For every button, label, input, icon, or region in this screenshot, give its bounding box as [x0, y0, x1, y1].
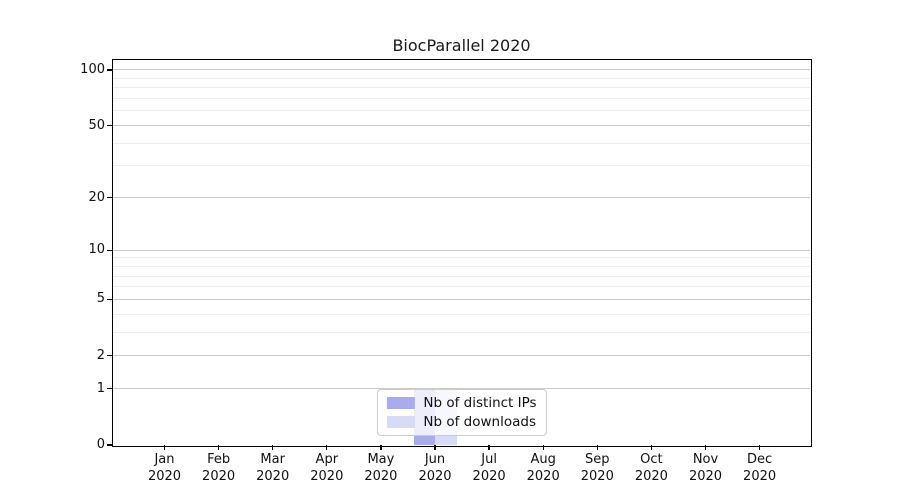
x-axis-tick	[596, 445, 598, 450]
gridline-major	[113, 125, 810, 126]
gridline-minor	[113, 142, 810, 144]
x-tick-month: Sep	[585, 452, 610, 467]
gridline-major	[113, 69, 810, 71]
x-tick-label: Feb 2020	[192, 451, 246, 485]
gridline-minor	[113, 313, 810, 315]
x-tick-label: Oct 2020	[624, 451, 678, 485]
x-tick-year: 2020	[743, 469, 777, 484]
x-tick-month: Aug	[530, 452, 556, 467]
x-tick-year: 2020	[526, 469, 560, 484]
y-tick-label: 10	[88, 242, 105, 258]
y-axis-tick	[106, 355, 112, 357]
x-axis-tick	[217, 445, 220, 450]
gridline-minor	[113, 265, 810, 267]
y-tick-label: 1	[96, 380, 105, 396]
y-tick-label: 20	[88, 189, 105, 205]
legend-entry-downloads: Nb of downloads	[386, 414, 536, 430]
x-axis-tick	[380, 445, 382, 450]
x-axis-tick	[488, 445, 490, 450]
x-tick-month: Mar	[260, 452, 285, 467]
x-tick-year: 2020	[634, 469, 668, 484]
y-tick-label: 0	[96, 437, 105, 452]
legend-entry-distinct-ips: Nb of distinct IPs	[386, 395, 537, 411]
x-axis-tick	[542, 445, 544, 450]
x-tick-year: 2020	[364, 469, 398, 484]
legend-swatch-distinct-ips	[386, 397, 415, 409]
gridline-minor	[113, 98, 810, 100]
gridline-minor	[113, 286, 810, 288]
x-tick-year: 2020	[580, 469, 614, 484]
y-tick-label: 2	[96, 347, 105, 363]
gridline-minor	[113, 257, 810, 259]
y-axis-tick	[106, 444, 112, 446]
x-axis-tick	[163, 445, 166, 450]
y-axis-tick	[106, 249, 112, 251]
x-axis-tick	[326, 445, 328, 450]
gridline-minor	[113, 331, 810, 333]
x-tick-year: 2020	[202, 469, 236, 484]
x-tick-label: Jul 2020	[462, 451, 516, 485]
x-axis-tick	[704, 445, 707, 450]
x-tick-year: 2020	[310, 469, 344, 484]
legend-label-distinct-ips: Nb of distinct IPs	[423, 395, 537, 411]
x-tick-label: Jun 2020	[408, 451, 462, 485]
x-tick-month: Apr	[315, 452, 339, 467]
x-tick-month: Feb	[207, 452, 231, 467]
gridline-major	[113, 388, 810, 390]
legend-swatch-downloads	[386, 416, 415, 428]
x-tick-label: Aug 2020	[516, 451, 570, 485]
gridline-minor	[113, 87, 810, 89]
x-tick-label: Sep 2020	[570, 451, 624, 485]
x-tick-label: Apr 2020	[300, 451, 354, 485]
y-axis-tick	[106, 124, 112, 127]
gridline-major	[113, 298, 810, 300]
gridline-major	[113, 249, 810, 251]
y-axis-tick	[106, 69, 112, 71]
y-tick-label: 5	[96, 291, 105, 307]
x-axis-tick	[434, 445, 436, 450]
x-tick-year: 2020	[418, 469, 452, 484]
legend: Nb of distinct IPs Nb of downloads	[376, 389, 547, 436]
y-axis-tick	[106, 388, 112, 390]
y-tick-label: 100	[80, 61, 105, 77]
x-tick-label: May 2020	[354, 451, 408, 485]
gridline-major	[113, 355, 810, 357]
x-tick-year: 2020	[147, 469, 182, 484]
y-tick-label: 50	[88, 117, 105, 133]
x-tick-month: Dec	[747, 452, 773, 467]
chart-title: BiocParallel 2020	[392, 36, 531, 55]
gridline-minor	[113, 165, 810, 167]
x-tick-label: Mar 2020	[246, 451, 300, 485]
gridline-minor	[113, 110, 810, 112]
x-tick-label: Dec 2020	[733, 451, 787, 485]
gridline-minor	[113, 275, 810, 277]
x-tick-month: Jul	[481, 452, 497, 467]
x-tick-month: Oct	[640, 452, 663, 467]
gridline-minor	[113, 77, 810, 79]
x-axis-tick	[650, 445, 653, 450]
x-tick-month: Jun	[424, 452, 446, 467]
x-tick-label: Nov 2020	[679, 451, 733, 485]
x-tick-year: 2020	[688, 469, 723, 484]
x-tick-year: 2020	[256, 469, 290, 484]
x-tick-year: 2020	[472, 469, 506, 484]
x-axis-tick	[758, 445, 761, 450]
x-tick-label: Jan 2020	[138, 451, 192, 485]
x-axis-tick	[272, 445, 274, 450]
legend-label-downloads: Nb of downloads	[423, 414, 536, 430]
y-axis-tick	[106, 196, 112, 199]
x-tick-month: May	[367, 452, 395, 467]
y-axis-tick	[106, 298, 112, 301]
x-tick-month: Jan	[154, 452, 175, 467]
gridline-major	[113, 197, 810, 199]
plot-area: Nb of distinct IPs Nb of downloads	[111, 58, 812, 447]
x-tick-month: Nov	[692, 452, 719, 467]
